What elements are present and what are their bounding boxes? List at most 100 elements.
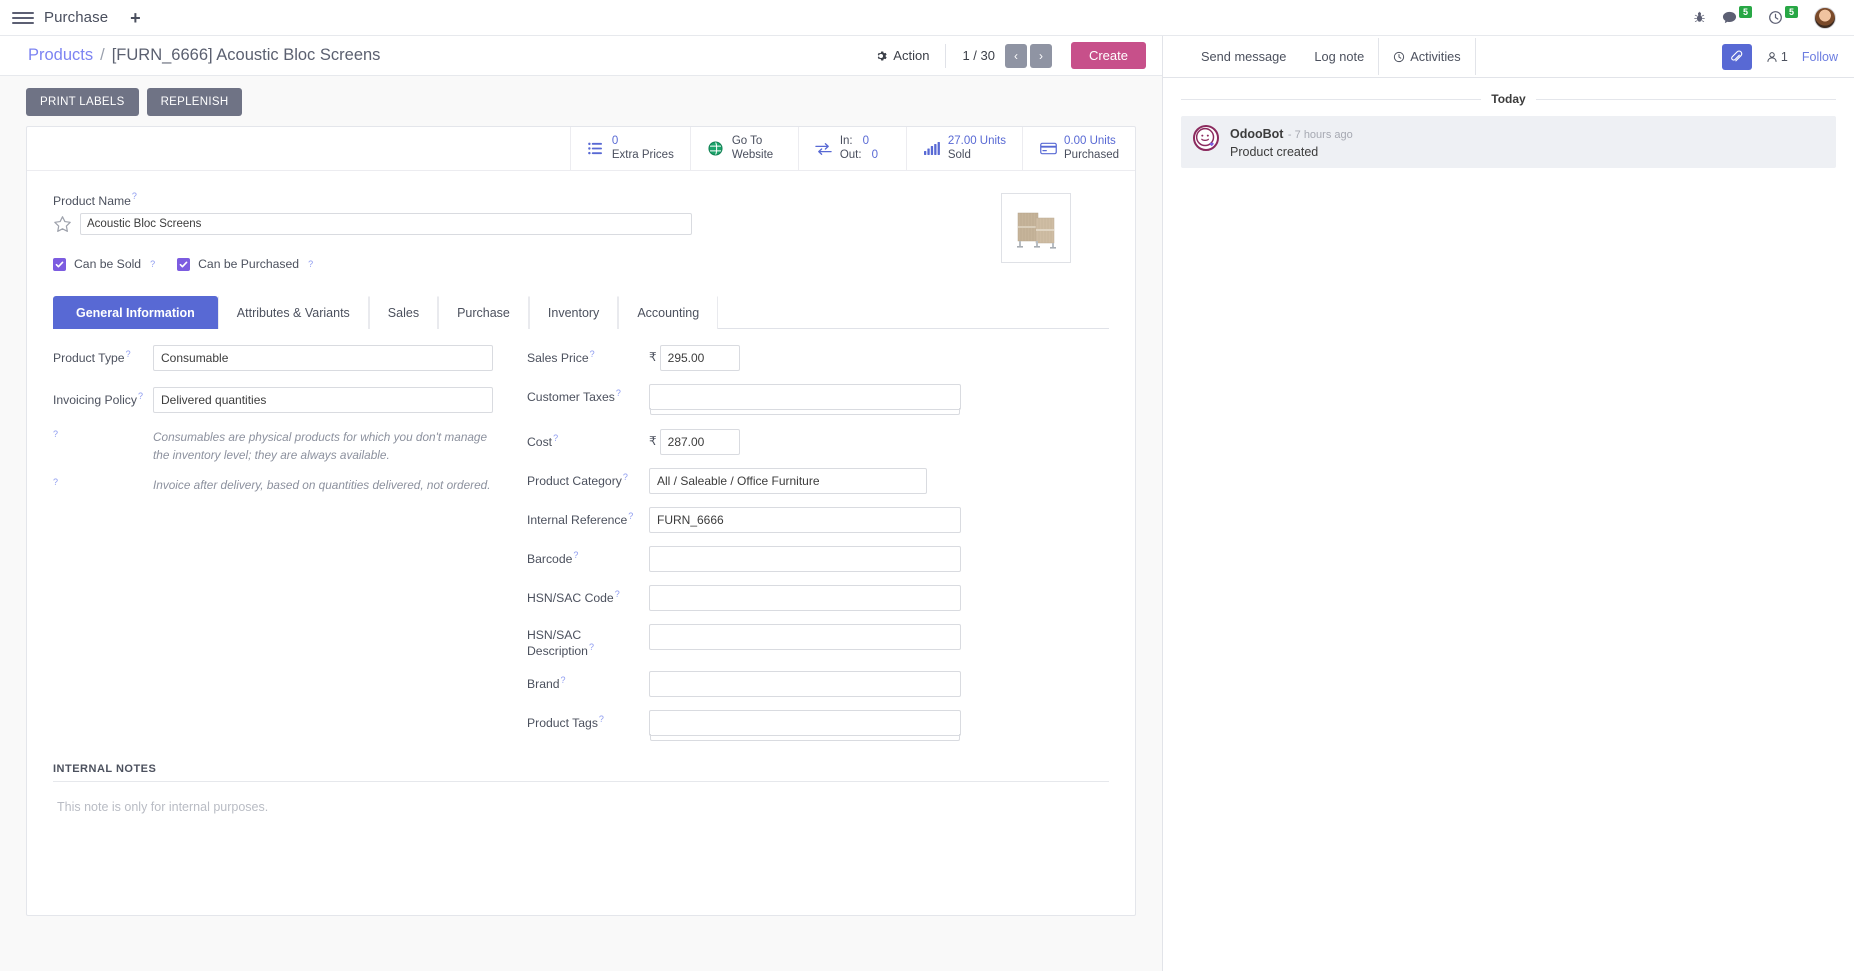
hamburger-icon[interactable] [12,7,34,29]
stat-in-key: In: [839,135,853,148]
currency-symbol-cost: ₹ [649,434,657,449]
product-name-row [53,213,1001,236]
stat-button-in-out[interactable]: In: 0 Out: 0 [799,127,907,170]
star-icon[interactable] [53,215,72,234]
message-body: OdooBot - 7 hours ago Product created [1230,125,1824,159]
sheet-wrapper: PRINT LABELS REPLENISH [0,76,1162,916]
clock-icon [1769,11,1782,24]
print-labels-button[interactable]: PRINT LABELS [26,88,139,116]
can-be-purchased-checkbox[interactable] [177,257,191,271]
invoicing-policy-label-wrap: Invoicing Policy? [53,387,153,407]
followers-count: 1 [1780,49,1788,64]
help-icon-hsn-description[interactable]: ? [588,642,594,653]
help-icon-product-tags[interactable]: ? [598,714,604,725]
avatar[interactable] [1814,6,1836,29]
bug-icon[interactable] [1693,11,1706,24]
stat-button-go-to-website[interactable]: Go To Website [691,127,799,170]
help-icon-internal-reference[interactable]: ? [628,511,634,522]
product-type-label-wrap: Product Type? [53,345,153,365]
help-icon-sales-price[interactable]: ? [589,349,595,360]
field-customer-taxes: Customer Taxes? [527,384,1109,416]
help-icon-brand[interactable]: ? [560,675,566,686]
help-icon-barcode[interactable]: ? [573,550,579,561]
help-icon-product-name[interactable]: ? [131,191,137,201]
pager-next-button[interactable]: › [1029,43,1052,68]
product-tags-tag-input[interactable] [649,710,961,742]
can-be-sold-checkbox[interactable] [53,257,66,271]
help-icon-customer-taxes[interactable]: ? [615,388,621,399]
internal-notes-editor[interactable]: This note is only for internal purposes. [57,800,269,815]
field-cost: Cost? ₹ [527,429,1109,456]
product-image[interactable] [1001,193,1071,263]
customer-taxes-label-wrap: Customer Taxes? [527,384,649,404]
app-name[interactable]: Purchase [44,9,109,26]
cost-input[interactable] [659,429,740,456]
tab-inventory[interactable]: Inventory [528,296,619,330]
hint-product-type-marker: ? [53,429,153,447]
can-be-sold-field[interactable]: Can be Sold? [53,257,155,271]
day-separator-label: Today [1491,92,1526,106]
form-pane: Products / [FURN_6666] Acoustic Bloc Scr… [0,36,1162,971]
attachments-button[interactable] [1721,43,1752,70]
customer-taxes-label: Customer Taxes [527,390,615,405]
help-icon-hint-product-type[interactable]: ? [53,429,59,440]
stat-button-extra-prices[interactable]: 0 Extra Prices [571,127,691,170]
tab-accounting[interactable]: Accounting [618,296,719,330]
tab-sales[interactable]: Sales [368,296,439,330]
help-icon-can-be-purchased[interactable]: ? [308,259,314,270]
stat-out-key: Out: [839,148,862,161]
stat-button-purchased[interactable]: 0.00 Units Purchased [1023,127,1135,170]
send-message-button[interactable]: Send message [1201,49,1287,64]
tab-general-information[interactable]: General Information [53,296,218,330]
follow-button[interactable]: Follow [1801,49,1838,64]
day-separator-line-right [1535,98,1837,100]
help-icon-hsn-code[interactable]: ? [614,589,620,600]
hsn-code-input[interactable] [649,585,961,612]
field-internal-reference: Internal Reference? [527,507,1109,534]
help-icon-can-be-sold[interactable]: ? [150,259,156,270]
brand-input[interactable] [649,671,961,698]
message-item: OdooBot - 7 hours ago Product created [1181,116,1836,168]
followers-button[interactable]: 1 [1766,50,1788,64]
create-button[interactable]: Create [1070,42,1146,69]
stat-button-sold[interactable]: 27.00 Units Sold [907,127,1024,170]
help-icon-cost[interactable]: ? [553,433,559,444]
tab-attributes-variants[interactable]: Attributes & Variants [217,296,369,330]
activities-button[interactable]: Activities [1378,38,1476,75]
messages-badge: 5 [1738,5,1752,18]
internal-reference-input[interactable] [649,507,961,534]
replenish-button[interactable]: REPLENISH [146,88,243,116]
message-text: Product created [1230,145,1319,159]
activities-label: Activities [1410,49,1461,64]
action-menu-button[interactable]: Action [861,48,943,63]
sales-price-input[interactable] [659,345,740,372]
field-brand: Brand? [527,671,1109,698]
log-note-button[interactable]: Log note [1314,49,1365,64]
barcode-input[interactable] [649,546,961,573]
help-icon-invoicing-policy[interactable]: ? [138,391,144,402]
hsn-description-input[interactable] [649,624,961,651]
breadcrumb-products[interactable]: Products [28,46,94,64]
control-panel-right: Action 1 / 30 ‹ › Create [861,42,1146,69]
product-category-input[interactable] [649,468,927,495]
activities-counter[interactable]: 5 [1768,5,1798,25]
field-hsn-description: HSN/SAC Description? [527,624,1109,658]
invoicing-policy-label: Invoicing Policy [53,393,137,408]
stat-button-bar: 0 Extra Prices G [27,127,1135,171]
can-be-purchased-field[interactable]: Can be Purchased? [177,257,313,271]
tab-purchase[interactable]: Purchase [438,296,529,330]
help-icon-hint-invoicing[interactable]: ? [53,476,59,487]
flags-row: Can be Sold? Can be Purchased? [53,257,1001,271]
new-tab-plus-icon[interactable]: + [130,7,141,28]
invoicing-policy-select[interactable] [153,387,493,414]
message-author[interactable]: OdooBot [1230,127,1284,141]
currency-symbol-sales-price: ₹ [649,350,657,365]
stat-label-extra-prices: Extra Prices [611,148,674,161]
help-icon-product-type[interactable]: ? [125,349,131,360]
pager-previous-button[interactable]: ‹ [1004,43,1027,68]
product-type-select[interactable] [153,345,493,372]
product-name-input[interactable] [80,213,692,236]
help-icon-product-category[interactable]: ? [622,472,628,483]
messages-counter[interactable]: 5 [1722,5,1752,25]
customer-taxes-tag-input[interactable] [649,384,961,416]
